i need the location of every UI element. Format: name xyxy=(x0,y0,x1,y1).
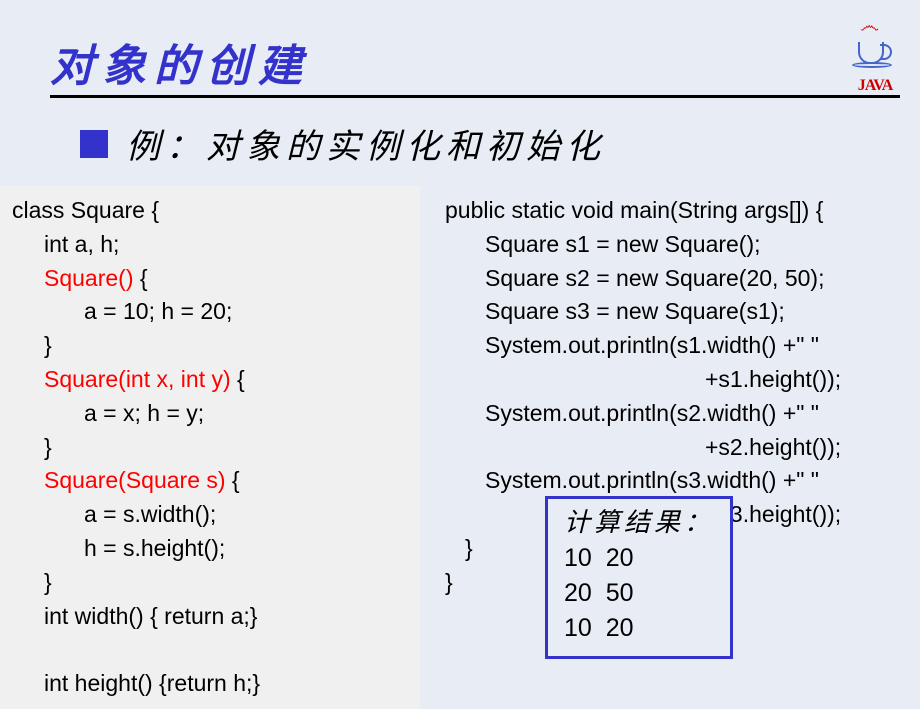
result-title: 计算结果： xyxy=(564,505,714,541)
code-block-left: class Square { int a, h; Square() { a = … xyxy=(0,186,420,709)
result-line: 20 50 xyxy=(564,576,714,611)
code-line: class Square { xyxy=(12,194,408,228)
saucer-icon xyxy=(852,62,892,68)
code-line: } xyxy=(12,431,408,465)
code-line: System.out.println(s2.width() +" " xyxy=(445,397,915,431)
code-line: System.out.println(s1.width() +" " xyxy=(445,329,915,363)
code-line: Square s2 = new Square(20, 50); xyxy=(445,262,915,296)
result-line: 10 20 xyxy=(564,611,714,646)
title-underline xyxy=(50,95,900,98)
java-logo: ෴ JAVA xyxy=(845,20,905,110)
code-line: a = 10; h = 20; xyxy=(12,295,408,329)
slide-title: 对象的创建 xyxy=(50,30,920,94)
code-line: public static void main(String args[]) { xyxy=(445,194,915,228)
code-line: int a, h; xyxy=(12,228,408,262)
code-line: +s1.height()); xyxy=(445,363,915,397)
code-line: } xyxy=(12,329,408,363)
code-line: Square s3 = new Square(s1); xyxy=(445,295,915,329)
subtitle-row: 例：对象的实例化和初始化 xyxy=(80,119,920,168)
cup-icon xyxy=(858,42,884,64)
code-area: class Square { int a, h; Square() { a = … xyxy=(0,186,920,709)
code-line: Square(int x, int y) { xyxy=(12,363,408,397)
code-line: int height() {return h;} xyxy=(12,667,408,701)
code-block-right: public static void main(String args[]) {… xyxy=(445,186,915,709)
result-line: 10 20 xyxy=(564,541,714,576)
code-line: Square s1 = new Square(); xyxy=(445,228,915,262)
java-logo-text: JAVA xyxy=(845,77,905,95)
code-line: a = s.width(); xyxy=(12,498,408,532)
coffee-cup-icon: ෴ xyxy=(850,20,900,75)
code-line: int width() { return a;} xyxy=(12,600,408,634)
code-line: +s2.height()); xyxy=(445,431,915,465)
constructor-name: Square(Square s) xyxy=(44,467,226,493)
slide-subtitle: 例：对象的实例化和初始化 xyxy=(126,119,606,168)
code-line: a = x; h = y; xyxy=(12,397,408,431)
code-line: Square() { xyxy=(12,262,408,296)
code-line: } xyxy=(12,566,408,600)
code-line: h = s.height(); xyxy=(12,532,408,566)
code-line: Square(Square s) { xyxy=(12,464,408,498)
bullet-icon xyxy=(80,130,108,158)
constructor-name: Square() xyxy=(44,265,133,291)
code-line xyxy=(12,633,408,667)
constructor-name: Square(int x, int y) xyxy=(44,366,231,392)
result-box: 计算结果： 10 20 20 50 10 20 xyxy=(545,496,733,659)
slide-header: 对象的创建 ෴ JAVA xyxy=(0,0,920,94)
code-line: System.out.println(s3.width() +" " xyxy=(445,464,915,498)
steam-icon: ෴ xyxy=(860,20,879,32)
